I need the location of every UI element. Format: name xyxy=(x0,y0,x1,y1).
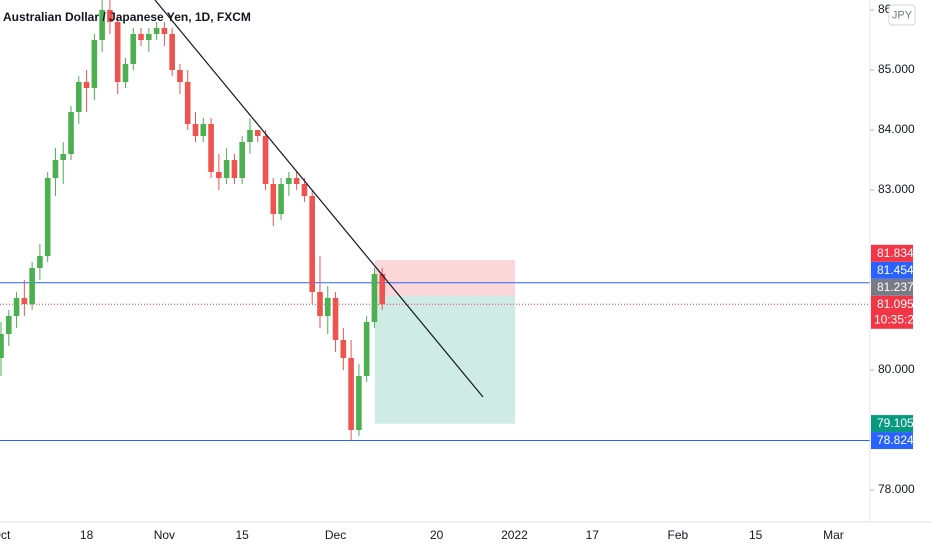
price-label-box xyxy=(871,415,913,433)
candle-body xyxy=(130,34,137,65)
candle-body xyxy=(286,178,292,185)
x-tick-label: Feb xyxy=(668,528,689,542)
candle-body xyxy=(270,184,277,215)
candle-body xyxy=(21,298,28,305)
overlay-under xyxy=(0,259,870,442)
price-label: 81.095 xyxy=(877,297,914,311)
candle-body xyxy=(146,34,152,41)
x-tick-label: 17 xyxy=(586,528,600,542)
x-tick-label: Dec xyxy=(325,528,346,542)
candle-body xyxy=(363,322,370,377)
stop-zone xyxy=(375,259,515,296)
target-zone xyxy=(375,295,515,424)
candle-body xyxy=(231,160,238,179)
countdown-label: 10:35:24 xyxy=(874,312,921,326)
candle-body xyxy=(379,274,386,305)
candle-body xyxy=(29,268,35,305)
candle-body xyxy=(68,112,74,155)
candles xyxy=(0,0,386,441)
x-tick-label: 15 xyxy=(236,528,250,542)
candle-body xyxy=(52,160,59,179)
candle-body xyxy=(301,184,308,197)
candle-body xyxy=(239,142,245,179)
candle-body xyxy=(76,82,82,113)
candle-body xyxy=(153,28,160,35)
candle-body xyxy=(216,172,222,179)
price-label: 78.824 xyxy=(877,433,914,447)
price-label-box xyxy=(871,295,913,329)
candle-body xyxy=(371,274,378,323)
chart-title: Australian Dollar / Japanese Yen, 1D, FX… xyxy=(3,10,251,24)
price-label: 79.105 xyxy=(877,416,914,430)
candle-body xyxy=(114,22,121,83)
candle-body xyxy=(293,178,300,185)
candle-body xyxy=(91,40,98,89)
candle-body xyxy=(161,28,168,35)
x-tick-label: 18 xyxy=(80,528,94,542)
y-tick-label: 84.000 xyxy=(878,122,915,136)
currency-box[interactable] xyxy=(888,4,916,26)
candle-body xyxy=(192,124,199,137)
y-tick-label: 78.000 xyxy=(878,482,915,496)
candle-body xyxy=(200,124,207,137)
candle-body xyxy=(317,292,323,317)
candle-body xyxy=(44,178,51,257)
price-label-box xyxy=(871,278,913,296)
candle-body xyxy=(254,130,261,137)
candle-body xyxy=(13,298,20,317)
price-label: 81.237 xyxy=(877,280,914,294)
y-tick-label: 80.000 xyxy=(878,362,915,376)
price-label: 81.834 xyxy=(877,246,914,260)
price-label: 81.454 xyxy=(877,263,914,277)
currency-label[interactable]: JPY xyxy=(892,9,913,21)
candle-body xyxy=(324,298,331,317)
trend-line xyxy=(154,0,484,398)
candle-body xyxy=(138,34,144,41)
candle-body xyxy=(340,340,347,359)
x-tick-label: Oct xyxy=(0,528,11,542)
candle-body xyxy=(60,154,67,161)
overlay-over xyxy=(154,0,484,398)
candle-body xyxy=(177,70,183,83)
x-tick-label: Nov xyxy=(154,528,175,542)
candle-body xyxy=(99,10,105,41)
candle-body xyxy=(309,196,315,293)
candle-body xyxy=(348,358,354,431)
candle-body xyxy=(223,160,230,179)
y-tick-label: 83.000 xyxy=(878,182,915,196)
candle-body xyxy=(83,82,90,89)
candle-body xyxy=(184,82,191,125)
candle-body xyxy=(0,334,4,359)
x-tick-label: 2022 xyxy=(501,528,528,542)
candle-body xyxy=(122,64,129,83)
candle-body xyxy=(247,130,253,143)
y-tick-label: 85.000 xyxy=(878,62,915,76)
candle-body xyxy=(262,136,269,185)
candle-body xyxy=(332,298,339,341)
candle-body xyxy=(356,376,362,431)
price-label-box xyxy=(871,244,913,262)
candle-body xyxy=(278,184,284,215)
candle-body xyxy=(5,316,12,335)
x-tick-label: 15 xyxy=(749,528,763,542)
x-tick-label: 20 xyxy=(430,528,444,542)
candle-body xyxy=(169,34,175,71)
price-label-box xyxy=(871,432,913,450)
candle-body xyxy=(37,256,43,269)
candle-body xyxy=(107,10,113,23)
price-label-box xyxy=(871,261,913,279)
candle-body xyxy=(208,124,214,173)
x-tick-label: Mar xyxy=(823,528,844,542)
axes: 86.00085.00084.00083.00080.00078.000Oct1… xyxy=(0,2,921,542)
